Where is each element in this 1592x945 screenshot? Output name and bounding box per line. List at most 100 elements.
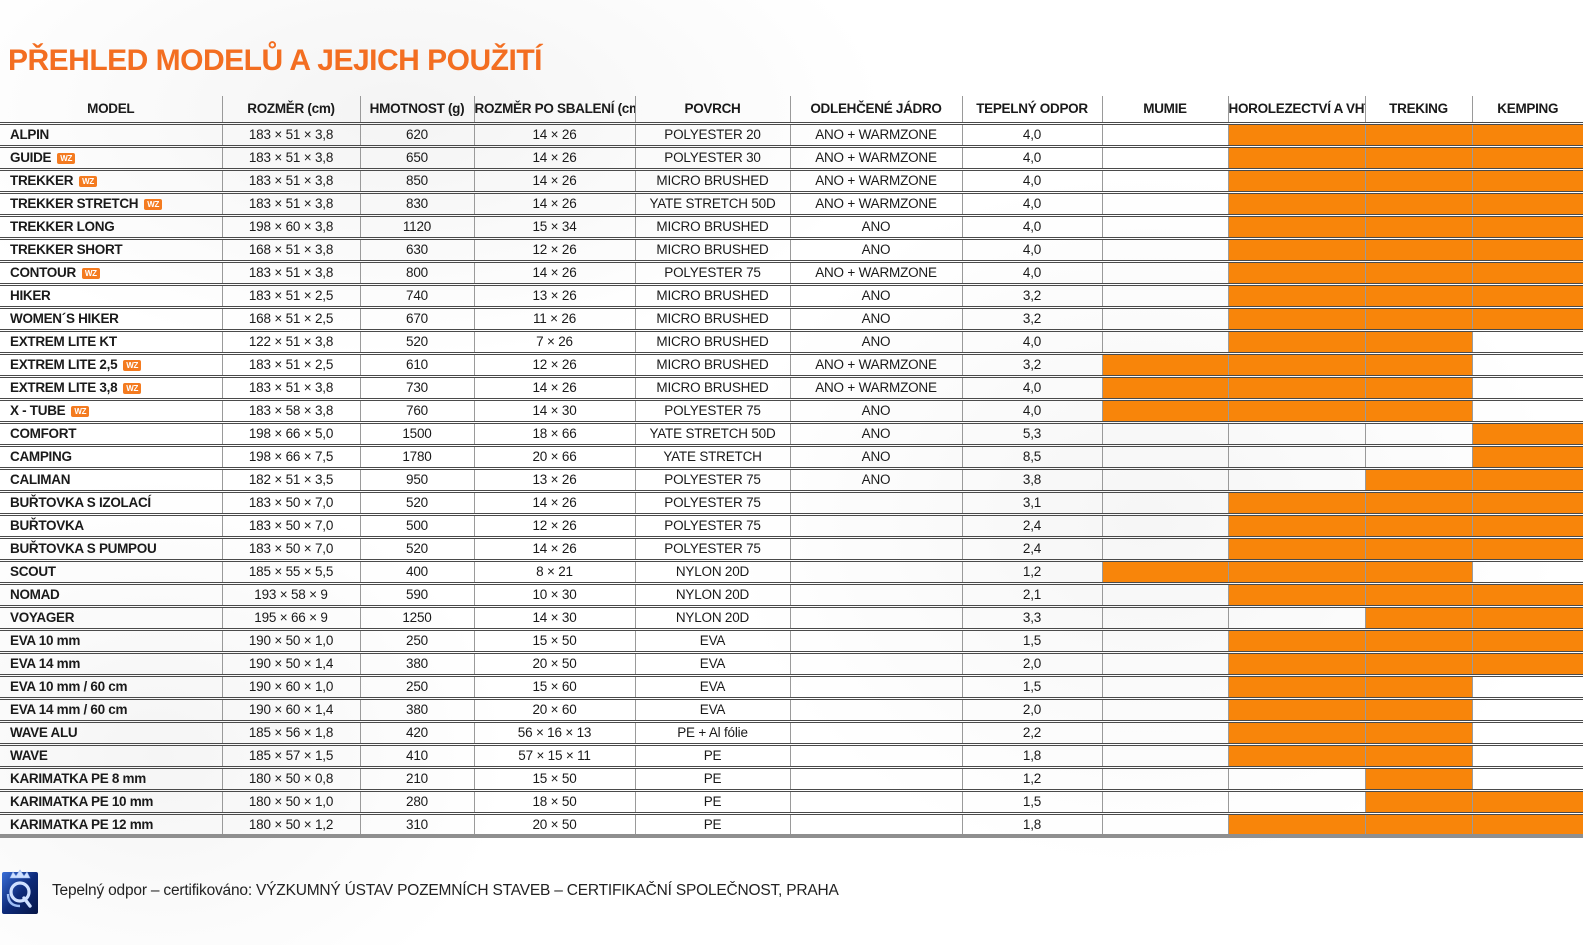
usage-cell-kemping-highlighted [1471,811,1583,838]
cell-odpor: 8,5 [961,443,1102,468]
cell-sbaleni: 20 × 50 [473,650,635,675]
cell-model: TREKKER LONG [0,213,222,238]
usage-cell-mumie-empty [1101,213,1228,238]
usage-cell-mumie-highlighted [1101,374,1228,399]
usage-cell-mumie-highlighted [1101,397,1228,422]
cell-odpor: 2,2 [961,719,1102,744]
usage-cell-horolezectvi-a-vht-highlighted [1227,719,1365,744]
cell-povrch: POLYESTER 30 [634,144,790,169]
cell-model: BUŘTOVKA S PUMPOU [0,535,222,560]
table-row: KARIMATKA PE 12 mm 180 × 50 × 1,2 310 20 × … [0,811,1583,838]
cell-model: EVA 10 mm [0,627,222,652]
cell-sbaleni: 8 × 21 [473,558,635,583]
cell-jadro [789,788,962,813]
usage-cell-kemping-highlighted [1471,627,1583,652]
cell-hmotnost: 630 [359,236,474,261]
usage-cell-mumie-empty [1101,420,1228,445]
cell-jadro [789,581,962,606]
cell-model: EXTREM LITE 3,8 WZ [0,374,222,399]
cell-povrch: MICRO BRUSHED [634,213,790,238]
usage-cell-mumie-empty [1101,696,1228,721]
table-row: WOMEN´S HIKER 168 × 51 × 2,5 670 11 × 26 MIC… [0,305,1583,330]
cell-rozmer: 183 × 50 × 7,0 [221,512,360,537]
model-name: CALIMAN [10,472,71,487]
usage-cell-horolezectvi-a-vht-highlighted [1227,558,1365,583]
cell-sbaleni: 18 × 66 [473,420,635,445]
cell-model: VOYAGER [0,604,222,629]
table-row: EVA 10 mm 190 × 50 × 1,0 250 15 × 50 EVA 1,5 [0,627,1583,652]
table-row: WAVE ALU 185 × 56 × 1,8 420 56 × 16 × 13 PE … [0,719,1583,744]
cell-jadro: ANO [789,236,962,261]
usage-cell-mumie-empty [1101,788,1228,813]
cell-sbaleni: 14 × 26 [473,190,635,215]
usage-cell-treking-highlighted [1364,397,1472,422]
cell-model: EVA 10 mm / 60 cm [0,673,222,698]
cell-model: SCOUT [0,558,222,583]
cell-povrch: NYLON 20D [634,558,790,583]
usage-cell-horolezectvi-a-vht-empty [1227,765,1365,790]
cell-hmotnost: 670 [359,305,474,330]
cell-jadro: ANO [789,420,962,445]
usage-cell-horolezectvi-a-vht-highlighted [1227,121,1365,146]
cell-sbaleni: 10 × 30 [473,581,635,606]
usage-cell-treking-highlighted [1364,788,1472,813]
cell-sbaleni: 14 × 26 [473,144,635,169]
cell-sbaleni: 13 × 26 [473,282,635,307]
usage-cell-horolezectvi-a-vht-highlighted [1227,351,1365,376]
cell-jadro: ANO + WARMZONE [789,190,962,215]
column-header-2: HMOTNOST (g) [359,96,474,124]
footer: Tepelný odpor – certifikováno: VÝZKUMNÝ … [2,868,839,914]
usage-cell-mumie-empty [1101,443,1228,468]
table-row: CAMPING 198 × 66 × 7,5 1780 20 × 66 YATE STR… [0,443,1583,468]
model-name: EVA 14 mm / 60 cm [10,702,128,717]
usage-cell-treking-highlighted [1364,604,1472,629]
usage-cell-mumie-empty [1101,673,1228,698]
usage-cell-horolezectvi-a-vht-highlighted [1227,305,1365,330]
warmzone-badge: WZ [144,199,163,210]
cell-povrch: EVA [634,673,790,698]
cell-rozmer: 122 × 51 × 3,8 [221,328,360,353]
usage-cell-treking-highlighted [1364,374,1472,399]
model-name: EVA 10 mm / 60 cm [10,679,128,694]
usage-cell-treking-highlighted [1364,535,1472,560]
model-name: BUŘTOVKA [10,518,84,533]
cell-sbaleni: 13 × 26 [473,466,635,491]
cell-odpor: 3,2 [961,351,1102,376]
cell-sbaleni: 12 × 26 [473,512,635,537]
usage-cell-kemping-highlighted [1471,512,1583,537]
cell-jadro [789,765,962,790]
usage-cell-horolezectvi-a-vht-highlighted [1227,328,1365,353]
usage-cell-kemping-highlighted [1471,236,1583,261]
cell-hmotnost: 1500 [359,420,474,445]
usage-cell-horolezectvi-a-vht-highlighted [1227,282,1365,307]
usage-cell-horolezectvi-a-vht-highlighted [1227,213,1365,238]
usage-cell-kemping-highlighted [1471,650,1583,675]
model-name: EXTREM LITE 3,8 [10,380,118,395]
cell-odpor: 3,2 [961,305,1102,330]
cell-jadro: ANO + WARMZONE [789,167,962,192]
cell-hmotnost: 620 [359,121,474,146]
cell-odpor: 2,4 [961,535,1102,560]
cell-hmotnost: 650 [359,144,474,169]
usage-cell-treking-highlighted [1364,719,1472,744]
model-name: BUŘTOVKA S PUMPOU [10,541,157,556]
cell-jadro: ANO [789,397,962,422]
cell-hmotnost: 590 [359,581,474,606]
cell-odpor: 1,2 [961,765,1102,790]
usage-cell-treking-empty [1364,443,1472,468]
model-name: WAVE [10,748,48,763]
cell-odpor: 2,4 [961,512,1102,537]
usage-cell-treking-highlighted [1364,650,1472,675]
cell-jadro: ANO [789,213,962,238]
usage-cell-kemping-highlighted [1471,489,1583,514]
cell-rozmer: 180 × 50 × 0,8 [221,765,360,790]
model-name: TREKKER [10,173,74,188]
column-header-5: ODLEHČENÉ JÁDRO [789,96,962,124]
usage-cell-kemping-empty [1471,397,1583,422]
model-name: WAVE ALU [10,725,78,740]
cell-hmotnost: 760 [359,397,474,422]
cell-sbaleni: 15 × 34 [473,213,635,238]
cell-model: TREKKER SHORT [0,236,222,261]
cell-hmotnost: 520 [359,328,474,353]
page-title: PŘEHLED MODELŮ A JEJICH POUŽITÍ [8,44,543,77]
